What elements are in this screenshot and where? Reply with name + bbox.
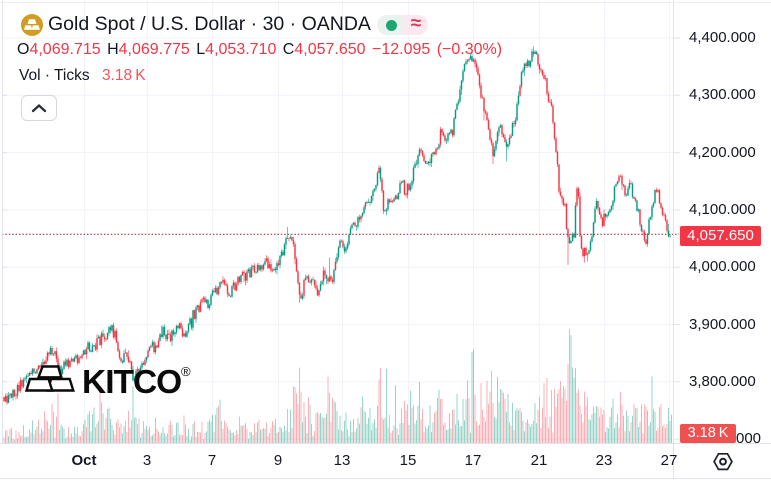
- svg-text:®: ®: [181, 364, 191, 379]
- svg-text:KITCO: KITCO: [82, 364, 181, 401]
